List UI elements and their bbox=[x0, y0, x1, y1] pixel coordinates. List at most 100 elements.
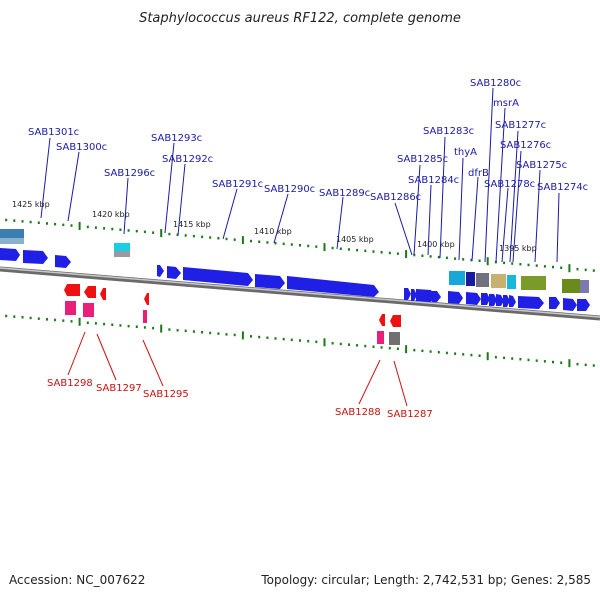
gene-label[interactable]: SAB1284c bbox=[408, 175, 459, 186]
feature-box[interactable] bbox=[491, 274, 506, 288]
forward-gene-arrow[interactable] bbox=[167, 266, 181, 279]
minor-tick bbox=[282, 242, 285, 246]
forward-gene-arrow[interactable] bbox=[55, 255, 71, 268]
forward-gene-arrow[interactable] bbox=[577, 299, 590, 311]
reverse-gene-labels: SAB1298 SAB1297 SAB1295 SAB1288 SAB1287 bbox=[47, 378, 433, 420]
gene-label[interactable]: SAB1297 bbox=[96, 383, 142, 394]
forward-gene-arrow[interactable] bbox=[518, 296, 544, 309]
forward-gene-arrow[interactable] bbox=[466, 292, 481, 305]
minor-tick bbox=[462, 258, 465, 261]
feature-box[interactable] bbox=[389, 332, 400, 345]
gene-label[interactable]: SAB1287 bbox=[387, 409, 433, 420]
reverse-gene-arrow[interactable] bbox=[84, 286, 96, 298]
forward-gene-arrow[interactable] bbox=[183, 267, 253, 286]
forward-gene-arrow[interactable] bbox=[496, 294, 504, 306]
forward-gene-arrow[interactable] bbox=[432, 291, 441, 302]
forward-gene-arrow[interactable] bbox=[287, 276, 379, 297]
gene-label[interactable]: SAB1277c bbox=[495, 120, 546, 131]
leader-line bbox=[273, 193, 289, 244]
forward-gene-arrow[interactable] bbox=[549, 297, 560, 309]
feature-box[interactable] bbox=[83, 303, 94, 317]
minor-tick bbox=[209, 331, 212, 335]
minor-tick bbox=[299, 339, 301, 342]
minor-tick bbox=[560, 361, 563, 364]
minor-tick bbox=[503, 356, 506, 360]
reverse-gene-arrow[interactable] bbox=[144, 293, 149, 305]
leader-line bbox=[501, 187, 509, 263]
gene-label[interactable]: SAB1289c bbox=[319, 188, 370, 199]
reverse-gene-arrow[interactable] bbox=[390, 315, 401, 327]
gene-label[interactable]: SAB1296c bbox=[104, 168, 155, 179]
feature-box[interactable] bbox=[476, 273, 489, 287]
forward-gene-arrow[interactable] bbox=[157, 265, 164, 277]
feature-box bbox=[114, 251, 130, 257]
feature-box[interactable] bbox=[562, 279, 580, 293]
forward-gene-arrow[interactable] bbox=[0, 248, 20, 261]
gene-label[interactable]: thyA bbox=[454, 147, 477, 158]
scale-labels: 1425 kbp 1420 kbp 1415 kbp 1410 kbp 1405… bbox=[12, 200, 537, 253]
gene-label[interactable]: SAB1300c bbox=[56, 142, 107, 153]
gene-label[interactable]: SAB1301c bbox=[28, 127, 79, 138]
feature-box[interactable] bbox=[466, 272, 475, 286]
feature-box[interactable] bbox=[65, 301, 76, 315]
gene-label[interactable]: SAB1283c bbox=[423, 126, 474, 137]
gene-label[interactable]: SAB1286c bbox=[370, 192, 421, 203]
gene-label[interactable]: SAB1278c bbox=[484, 179, 535, 190]
scale-label: 1425 kbp bbox=[12, 200, 50, 209]
forward-gene-arrow[interactable] bbox=[411, 289, 417, 301]
feature-box[interactable] bbox=[377, 331, 384, 344]
gene-label[interactable]: SAB1298 bbox=[47, 378, 93, 389]
forward-gene-arrow[interactable] bbox=[23, 250, 48, 264]
reverse-gene-arrow[interactable] bbox=[100, 288, 106, 300]
reverse-gene-arrow[interactable] bbox=[64, 284, 80, 296]
forward-tick-track bbox=[5, 218, 595, 273]
major-tick bbox=[160, 229, 163, 238]
minor-tick bbox=[192, 330, 195, 333]
gene-label[interactable]: SAB1275c bbox=[516, 160, 567, 171]
leader-line bbox=[67, 151, 80, 222]
minor-tick bbox=[380, 251, 383, 254]
gene-label[interactable]: SAB1290c bbox=[264, 184, 315, 195]
feature-box[interactable] bbox=[580, 280, 589, 293]
forward-gene-arrow[interactable] bbox=[509, 295, 516, 307]
leader-line bbox=[534, 169, 541, 263]
minor-tick bbox=[535, 264, 538, 267]
gene-label[interactable]: SAB1285c bbox=[397, 154, 448, 165]
gene-label[interactable]: msrA bbox=[493, 98, 519, 109]
feature-box[interactable] bbox=[143, 310, 147, 323]
gene-label[interactable]: dfrB bbox=[468, 168, 489, 179]
feature-box[interactable] bbox=[507, 275, 516, 289]
scale-label: 1405 kbp bbox=[336, 235, 374, 244]
feature-box[interactable] bbox=[114, 243, 130, 252]
gene-label[interactable]: SAB1276c bbox=[500, 140, 551, 151]
forward-gene-arrow[interactable] bbox=[503, 295, 510, 307]
forward-gene-arrow[interactable] bbox=[563, 298, 577, 311]
minor-tick bbox=[396, 347, 399, 350]
minor-tick bbox=[37, 317, 40, 320]
forward-gene-arrow[interactable] bbox=[448, 291, 463, 304]
forward-gene-arrow[interactable] bbox=[481, 293, 490, 305]
forward-gene-arrow[interactable] bbox=[404, 288, 411, 300]
leader-line bbox=[358, 359, 381, 405]
minor-tick bbox=[103, 322, 106, 326]
minor-tick bbox=[388, 251, 391, 255]
gene-label[interactable]: SAB1292c bbox=[162, 154, 213, 165]
minor-tick bbox=[62, 223, 65, 227]
feature-box[interactable] bbox=[449, 271, 465, 285]
feature-box[interactable] bbox=[521, 276, 546, 290]
gene-label[interactable]: SAB1274c bbox=[537, 182, 588, 193]
leader-line bbox=[394, 202, 413, 256]
gene-label[interactable]: SAB1280c bbox=[470, 78, 521, 89]
forward-gene-arrow[interactable] bbox=[489, 294, 497, 306]
gene-label[interactable]: SAB1291c bbox=[212, 179, 263, 190]
gene-label[interactable]: SAB1288 bbox=[335, 407, 381, 418]
reverse-gene-arrow[interactable] bbox=[379, 314, 385, 326]
gene-label[interactable]: SAB1293c bbox=[151, 133, 202, 144]
forward-gene-arrow[interactable] bbox=[255, 274, 285, 289]
minor-tick bbox=[421, 254, 424, 257]
minor-tick bbox=[258, 335, 261, 339]
gene-label[interactable]: SAB1295 bbox=[143, 389, 189, 400]
forward-gene-arrow[interactable] bbox=[416, 289, 435, 302]
minor-tick bbox=[168, 232, 171, 236]
minor-tick bbox=[192, 234, 195, 238]
